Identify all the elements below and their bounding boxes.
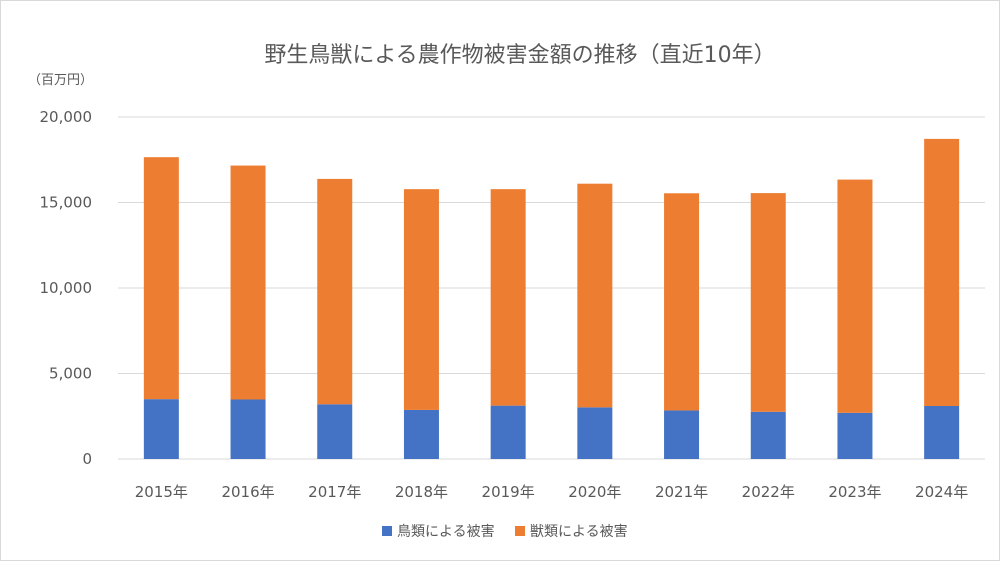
y-tick-label: 5,000 — [49, 365, 92, 383]
x-tick-label: 2016年 — [221, 483, 274, 501]
x-axis-ticks: 2015年 2016年 2017年 2018年 2019年 2020年 2021年 2022年… — [135, 483, 968, 501]
bar-segment-beast — [317, 178, 353, 405]
bar-segment-bird — [317, 404, 353, 459]
bar-segment-bird — [143, 399, 179, 459]
chart-title: 野生鳥獣による農作物被害金額の推移（直近10年） — [264, 43, 775, 68]
bar-segment-bird — [490, 405, 526, 459]
bar-segment-bird — [664, 410, 700, 459]
x-tick-label: 2018年 — [395, 483, 448, 501]
bar-segment-beast — [577, 183, 613, 408]
bar-segment-beast — [490, 189, 526, 406]
y-tick-label: 0 — [82, 450, 92, 468]
legend-swatch-beast — [515, 526, 525, 536]
bar-segment-bird — [837, 412, 873, 459]
x-tick-label: 2023年 — [828, 483, 881, 501]
bar-segment-bird — [577, 407, 613, 459]
bar-segment-beast — [664, 193, 700, 411]
bars — [143, 138, 960, 459]
legend-swatch-bird — [382, 526, 392, 536]
bar-segment-beast — [837, 179, 873, 413]
y-tick-label: 15,000 — [40, 194, 93, 212]
x-tick-label: 2020年 — [568, 483, 621, 501]
x-tick-label: 2024年 — [915, 483, 968, 501]
legend: 鳥類による被害 獣類による被害 — [382, 524, 628, 540]
bar-segment-beast — [750, 193, 786, 412]
x-tick-label: 2022年 — [742, 483, 795, 501]
bar-segment-beast — [403, 189, 439, 410]
legend-label-bird: 鳥類による被害 — [397, 524, 495, 540]
x-tick-label: 2015年 — [135, 483, 188, 501]
y-tick-label: 10,000 — [40, 279, 93, 297]
bar-segment-beast — [924, 138, 960, 406]
x-tick-label: 2019年 — [482, 483, 535, 501]
y-tick-label: 20,000 — [40, 108, 93, 126]
y-axis-unit-label: （百万円） — [28, 73, 93, 88]
bar-segment-beast — [143, 157, 179, 400]
legend-label-beast: 獣類による被害 — [530, 524, 628, 540]
y-axis-ticks: 0 5,000 10,000 15,000 20,000 — [40, 108, 93, 468]
bar-segment-beast — [230, 165, 266, 400]
x-tick-label: 2021年 — [655, 483, 708, 501]
bar-segment-bird — [230, 399, 266, 459]
x-tick-label: 2017年 — [308, 483, 361, 501]
bar-segment-bird — [750, 411, 786, 459]
bar-segment-bird — [924, 405, 960, 459]
bar-segment-bird — [403, 409, 439, 459]
